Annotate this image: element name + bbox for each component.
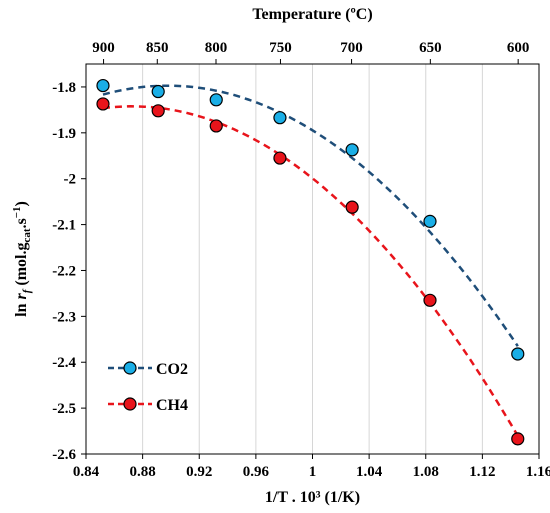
data-point-ch4 — [345, 200, 359, 214]
top-tick-label: 900 — [92, 40, 115, 56]
data-point-co2 — [345, 143, 359, 157]
data-point-co2 — [151, 84, 165, 99]
y-title-prefix: ln — [13, 300, 30, 317]
top-tick-label: 850 — [146, 40, 169, 56]
data-point-ch4 — [151, 104, 165, 118]
top-axis-title: Temperature (ºC) — [252, 6, 372, 23]
top-tick-label: 700 — [340, 40, 363, 56]
legend-label-co2: CO2 — [156, 361, 188, 378]
data-point-ch4 — [423, 293, 437, 307]
x-axis-title: 1/T . 10³ (1/K) — [265, 489, 360, 506]
y-tick-label: -2.6 — [52, 447, 76, 463]
data-point-co2 — [273, 111, 287, 125]
axis-layer: 0.84 0.88 0.92 0.96 1 1.04 1.08 1.12 1.16 -1.8 -1.… — [52, 40, 550, 480]
y-title-r-sub: f — [21, 288, 33, 293]
y-tick-label: -2.4 — [52, 355, 76, 371]
y-tick-label: -2 — [64, 172, 77, 188]
grid-layer — [142, 64, 483, 454]
legend: CO2 CH4 — [108, 361, 188, 414]
x-tick-label: 1.04 — [356, 464, 383, 480]
x-tick-label: 0.96 — [243, 464, 270, 480]
y-tick-label: -1.9 — [52, 126, 76, 142]
y-tick-label: -2.1 — [52, 218, 76, 234]
y-tick-label: -2.3 — [52, 309, 76, 325]
y-title-dot-s: .s — [13, 218, 30, 228]
legend-label-ch4: CH4 — [156, 397, 188, 414]
x-tick-label: 1.12 — [469, 464, 495, 480]
legend-marker-ch4 — [123, 397, 137, 411]
legend-marker-co2 — [123, 361, 137, 375]
data-point-co2 — [511, 347, 525, 361]
y-axis-title: ln rf (mol.gcat.s−1) — [11, 201, 33, 317]
x-tick-label: 0.84 — [73, 464, 100, 480]
data-point-co2 — [209, 93, 223, 107]
x-tick-label: 0.88 — [130, 464, 156, 480]
y-tick-label: -2.2 — [52, 263, 76, 279]
top-tick-label: 800 — [205, 40, 228, 56]
data-point-ch4 — [273, 151, 287, 165]
y-tick-label: -1.8 — [52, 80, 76, 96]
series-line-ch4 — [102, 105, 519, 437]
data-point-co2 — [96, 78, 110, 93]
data-point-ch4 — [209, 119, 223, 133]
y-title-sup: −1 — [11, 206, 23, 218]
series-layer — [96, 78, 525, 446]
top-tick-label: 650 — [419, 40, 442, 56]
data-point-co2 — [423, 214, 437, 228]
data-point-ch4 — [96, 97, 110, 111]
data-point-ch4 — [511, 432, 525, 446]
y-title-close: ) — [13, 201, 30, 206]
x-tick-label: 0.92 — [186, 464, 212, 480]
y-title-cat-sub: cat — [21, 228, 33, 242]
y-title-open: (mol.g — [13, 243, 30, 290]
top-tick-label: 600 — [507, 40, 530, 56]
y-title-r: r — [13, 293, 30, 300]
top-tick-label: 750 — [269, 40, 292, 56]
x-tick-label: 1 — [309, 464, 317, 480]
y-tick-label: -2.5 — [52, 401, 76, 417]
x-tick-label: 1.16 — [526, 464, 550, 480]
x-tick-label: 1.08 — [413, 464, 439, 480]
series-line-co2 — [102, 84, 519, 347]
